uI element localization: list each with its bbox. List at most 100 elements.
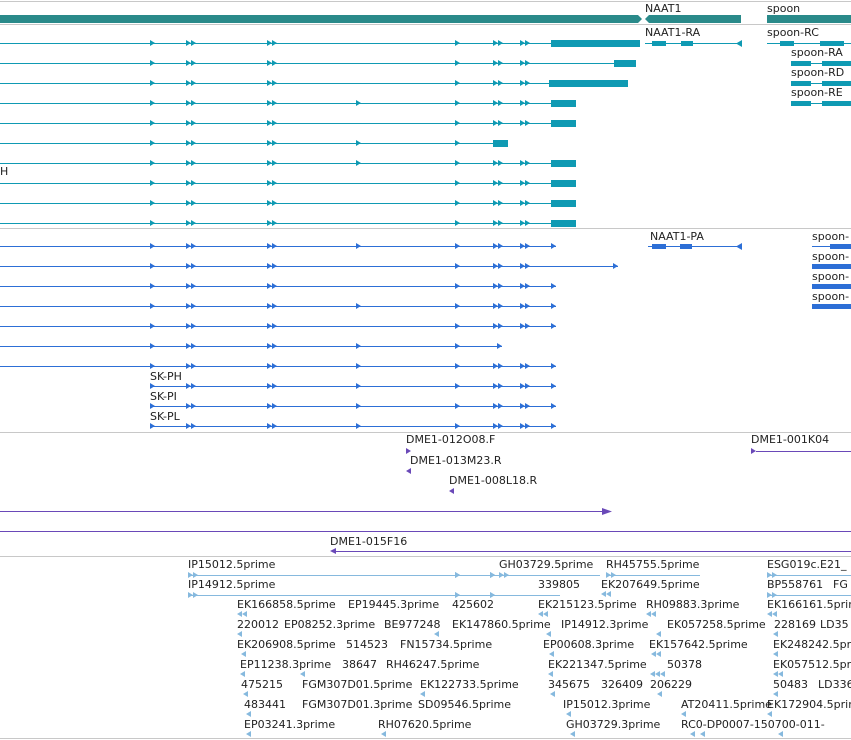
blue-protein-row[interactable] xyxy=(0,363,556,369)
est-label[interactable]: 483441 xyxy=(244,698,286,711)
teal-transcript-row[interactable] xyxy=(0,140,508,147)
est-label[interactable]: EK122733.5prime xyxy=(420,678,519,691)
est-feature[interactable] xyxy=(455,592,851,598)
est-label[interactable]: FG xyxy=(833,578,848,591)
protein-naat1-pa[interactable]: NAAT1-PA xyxy=(648,230,742,250)
est-label[interactable]: BE977248 xyxy=(384,618,441,631)
bac-feature-015f16[interactable]: DME1-015F16 xyxy=(330,535,851,554)
protein-spoon-2[interactable]: spoon- xyxy=(812,250,851,269)
est-label[interactable]: FN15734.5prime xyxy=(400,638,492,651)
est-label[interactable]: FGM307D01.5prime xyxy=(302,678,413,691)
est-label[interactable]: EP03241.3prime xyxy=(244,718,335,731)
bac-feature-012o08[interactable]: DME1-012O08.F xyxy=(406,433,495,454)
est-label[interactable]: GH03729.3prime xyxy=(566,718,661,731)
est-label[interactable]: IP14912.3prime xyxy=(561,618,649,631)
est-label[interactable]: EK166858.5prime xyxy=(237,598,336,611)
est-label[interactable]: EK207649.5prime xyxy=(601,578,700,591)
est-label[interactable]: EK057258.5prime xyxy=(667,618,766,631)
est-label[interactable]: ESG019c.E21_ xyxy=(767,558,847,571)
blue-protein-row[interactable] xyxy=(0,243,556,249)
est-label[interactable]: EP19445.3prime xyxy=(348,598,439,611)
blue-protein-row[interactable] xyxy=(0,343,502,349)
est-label[interactable]: 50483 xyxy=(773,678,808,691)
transcript-spoon-rd[interactable]: spoon-RD xyxy=(791,66,851,86)
gene-bar-naat1[interactable] xyxy=(649,15,741,23)
est-label[interactable]: EK221347.5prime xyxy=(548,658,647,671)
est-label[interactable]: RC0-DP0007-150700-011- xyxy=(681,718,825,731)
blue-protein-row[interactable] xyxy=(150,383,556,389)
blue-protein-row[interactable] xyxy=(150,423,556,429)
est-label[interactable]: EP00608.3prime xyxy=(543,638,634,651)
teal-transcript-row[interactable] xyxy=(0,100,576,107)
blue-protein-row[interactable] xyxy=(0,263,618,269)
protein-spoon-3[interactable]: spoon- xyxy=(812,270,851,289)
teal-transcript-row[interactable] xyxy=(0,40,640,47)
est-label[interactable]: AT20411.5prime xyxy=(681,698,772,711)
blue-protein-row[interactable] xyxy=(0,323,556,329)
transcript-spoon-re[interactable]: spoon-RE xyxy=(791,86,851,106)
est-label[interactable]: EK147860.5prime xyxy=(452,618,551,631)
teal-rows[interactable] xyxy=(0,40,640,227)
est-label[interactable]: EK057512.5prime xyxy=(773,658,851,671)
est-label[interactable]: EK166161.5prime xyxy=(767,598,851,611)
teal-transcript-row[interactable] xyxy=(0,80,628,87)
blue-protein-row[interactable] xyxy=(150,403,556,409)
est-label[interactable]: EK248242.5prime xyxy=(773,638,851,651)
est-label[interactable]: 339805 xyxy=(538,578,580,591)
est-label[interactable]: IP14912.5prime xyxy=(188,578,276,591)
est-label[interactable]: RH07620.5prime xyxy=(378,718,472,731)
est-label[interactable]: EP08252.3prime xyxy=(284,618,375,631)
transcript-spoon-ra[interactable]: spoon-RA xyxy=(791,46,851,66)
bac-end-track[interactable]: DME1-012O08.F DME1-013M23.R DME1-008L18.… xyxy=(0,433,851,554)
est-label[interactable]: 228169 xyxy=(774,618,816,631)
est-label[interactable]: 475215 xyxy=(241,678,283,691)
est-label[interactable]: LD35 xyxy=(820,618,849,631)
teal-transcript-track[interactable]: H NAAT1-RA spoon-RC spoon-RA spoon-RD xyxy=(0,26,851,227)
bac-feature-001k04[interactable]: DME1-001K04 xyxy=(751,433,851,454)
est-label[interactable]: RH45755.5prime xyxy=(606,558,700,571)
est-track[interactable]: IP15012.5prime IP14912.5prime GH03729.5pri… xyxy=(188,558,851,737)
est-label[interactable]: 345675 xyxy=(548,678,590,691)
gene-bar-spoon[interactable] xyxy=(767,15,851,23)
est-label[interactable]: 326409 xyxy=(601,678,643,691)
bac-feature-013m23[interactable]: DME1-013M23.R xyxy=(406,454,502,474)
est-label[interactable]: EK172904.5prime xyxy=(767,698,851,711)
teal-transcript-row[interactable] xyxy=(0,60,636,67)
est-label[interactable]: IP15012.5prime xyxy=(188,558,276,571)
est-label[interactable]: RH09883.3prime xyxy=(646,598,740,611)
est-label[interactable]: LD336 xyxy=(818,678,851,691)
est-label[interactable]: 38647 xyxy=(342,658,377,671)
teal-transcript-row[interactable] xyxy=(0,120,576,127)
transcript-naat1-ra[interactable]: NAAT1-RA xyxy=(645,26,742,47)
est-label[interactable]: 206229 xyxy=(650,678,692,691)
est-label[interactable]: EK206908.5prime xyxy=(237,638,336,651)
bac-feature-long[interactable] xyxy=(0,508,612,515)
transcript-spoon-rc[interactable]: spoon-RC xyxy=(767,26,851,46)
blue-rows[interactable] xyxy=(0,243,618,429)
gene-bar-left[interactable] xyxy=(0,15,638,23)
est-label[interactable]: FGM307D01.3prime xyxy=(302,698,413,711)
est-label[interactable]: BP558761 xyxy=(767,578,823,591)
est-label[interactable]: 220012 xyxy=(237,618,279,631)
bac-feature-008l18[interactable]: DME1-008L18.R xyxy=(449,474,537,494)
est-label[interactable]: SD09546.5prime xyxy=(418,698,511,711)
est-label[interactable]: EK157642.5prime xyxy=(649,638,748,651)
protein-spoon-4[interactable]: spoon- xyxy=(812,290,851,309)
protein-spoon-1[interactable]: spoon- xyxy=(812,230,851,249)
teal-transcript-row[interactable] xyxy=(0,160,576,167)
est-label[interactable]: EP11238.3prime xyxy=(240,658,331,671)
teal-transcript-row[interactable] xyxy=(0,200,576,207)
est-label[interactable]: EK215123.5prime xyxy=(538,598,637,611)
teal-transcript-row[interactable] xyxy=(0,180,576,187)
blue-protein-row[interactable] xyxy=(0,283,556,289)
est-feature[interactable] xyxy=(455,572,851,578)
blue-protein-track[interactable]: SK-PH SK-PI SK-PL NAAT1-PA spoon- spoon-… xyxy=(0,230,851,429)
est-label[interactable]: 514523 xyxy=(346,638,388,651)
est-label[interactable]: 50378 xyxy=(667,658,702,671)
est-label[interactable]: GH03729.5prime xyxy=(499,558,594,571)
est-label[interactable]: IP15012.3prime xyxy=(563,698,651,711)
blue-protein-row[interactable] xyxy=(0,303,556,309)
gene-track[interactable]: NAAT1 spoon xyxy=(0,2,851,23)
est-label[interactable]: RH46247.5prime xyxy=(386,658,480,671)
